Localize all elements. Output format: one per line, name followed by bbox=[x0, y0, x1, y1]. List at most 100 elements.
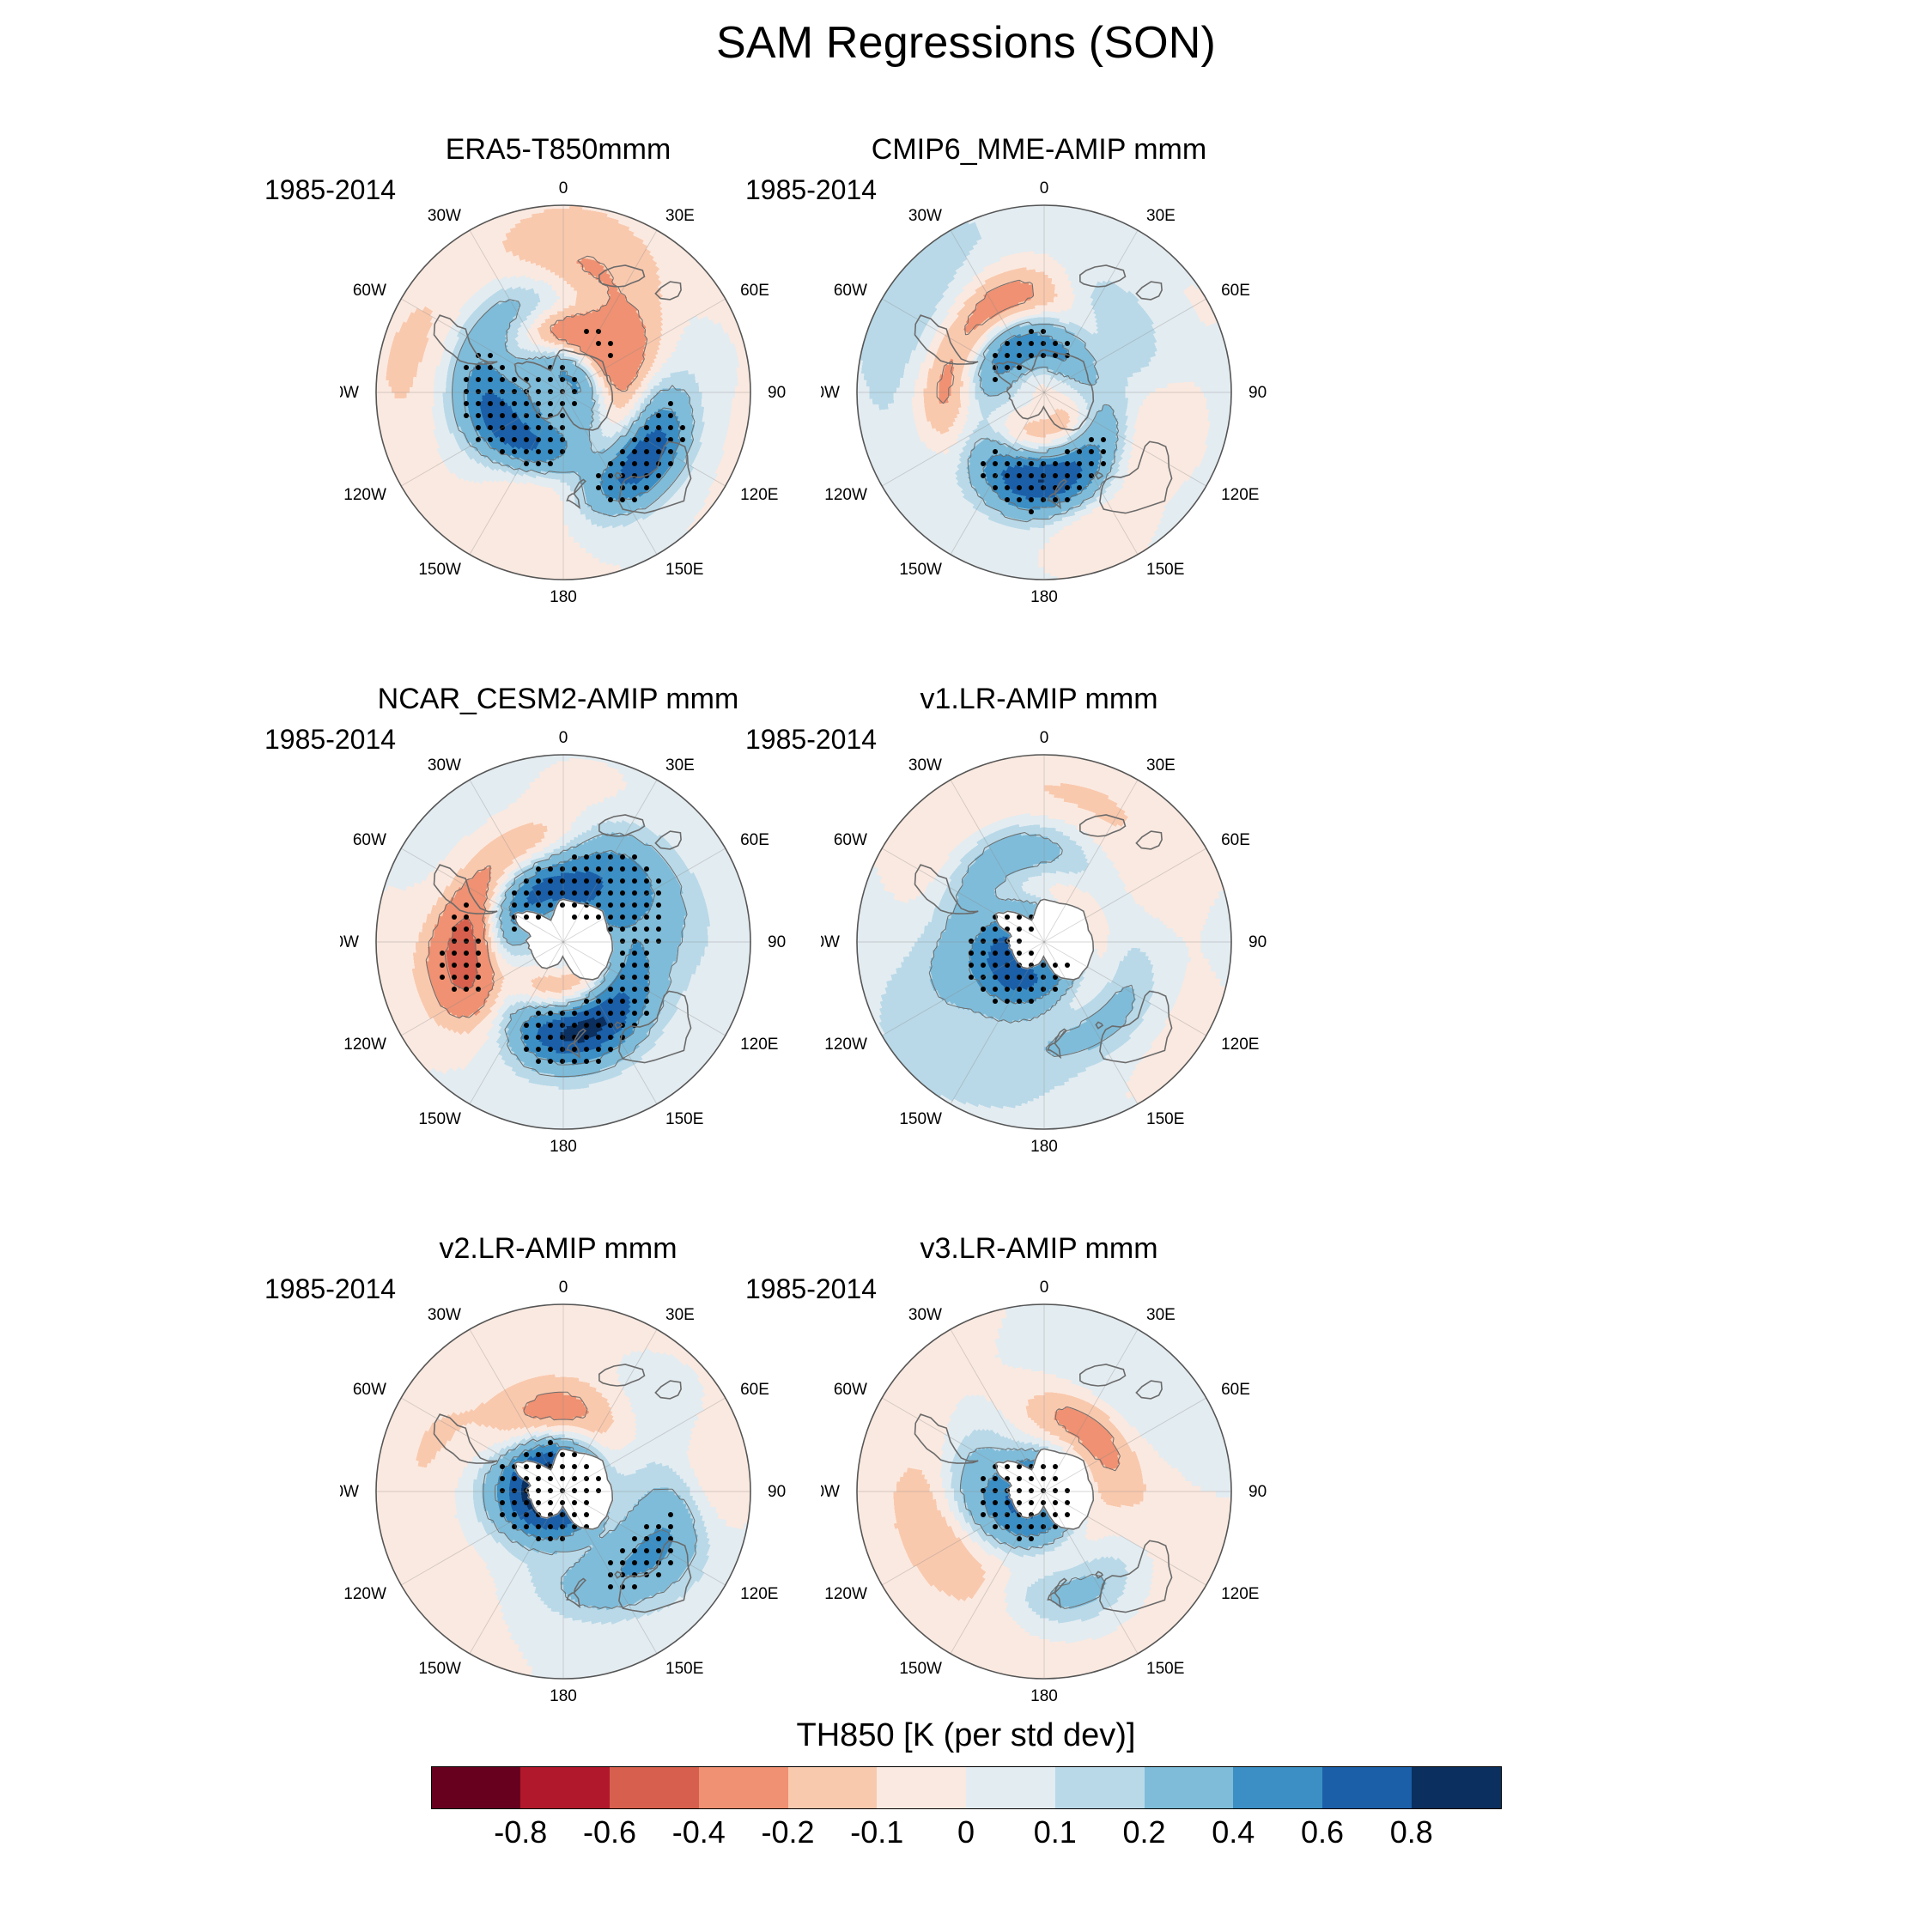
longitude-label: 60E bbox=[1221, 282, 1250, 300]
colorbar-segment bbox=[966, 1767, 1055, 1808]
longitude-label: 150E bbox=[1146, 1660, 1184, 1678]
longitude-label: 150E bbox=[665, 1110, 703, 1128]
longitude-label: 90E bbox=[1249, 384, 1267, 402]
longitude-label: 30E bbox=[665, 756, 695, 775]
longitude-label: 150E bbox=[665, 561, 703, 579]
colorbar-section: TH850 [K (per std dev)] -0.8 -0.6 -0.4 -0.2… bbox=[0, 1717, 1932, 1854]
longitude-label: 30E bbox=[1146, 1306, 1176, 1324]
longitude-label: 180 bbox=[1030, 1687, 1058, 1705]
longitude-label: 60W bbox=[353, 282, 386, 300]
colorbar-label: TH850 [K (per std dev)] bbox=[0, 1717, 1932, 1754]
longitude-label: 60W bbox=[834, 282, 867, 300]
colorbar-tick-label: 0.6 bbox=[1301, 1814, 1344, 1850]
polar-map: 030E60E90E120E150E180150W120W90W60W30W bbox=[821, 719, 1267, 1165]
colorbar-segment bbox=[699, 1767, 788, 1808]
longitude-label: 180 bbox=[550, 588, 577, 606]
longitude-label: 150E bbox=[1146, 561, 1184, 579]
colorbar-segment bbox=[1412, 1767, 1501, 1808]
colorbar-ticks: -0.8 -0.6 -0.4 -0.2 -0.1 0 0.1 0.2 0.4 0.6 0.8 bbox=[432, 1809, 1501, 1854]
colorbar-tick-label: 0.1 bbox=[1034, 1814, 1077, 1850]
panel-v1-lr: v1.LR-AMIP mmm 1985-2014 030E60E90E120E1… bbox=[738, 683, 1340, 1215]
colorbar-tick-label: 0 bbox=[957, 1814, 975, 1850]
colorbar-tick-label: 0.4 bbox=[1212, 1814, 1255, 1850]
longitude-label: 180 bbox=[1030, 588, 1058, 606]
longitude-label: 150W bbox=[418, 1110, 461, 1128]
colorbar-tick-label: -0.4 bbox=[672, 1814, 726, 1850]
longitude-label: 90E bbox=[1249, 1483, 1267, 1501]
colorbar-tick-label: 0.8 bbox=[1390, 1814, 1433, 1850]
longitude-label: 30W bbox=[908, 756, 942, 775]
map-disc bbox=[376, 1304, 750, 1679]
longitude-label: 0 bbox=[1040, 1279, 1049, 1297]
longitude-label: 120E bbox=[1221, 1036, 1259, 1054]
longitude-label: 180 bbox=[1030, 1138, 1058, 1156]
longitude-label: 90E bbox=[1249, 933, 1267, 951]
longitude-label: 30E bbox=[665, 207, 695, 225]
longitude-label: 120W bbox=[343, 1036, 386, 1054]
colorbar-tick-label: -0.2 bbox=[761, 1814, 814, 1850]
longitude-label: 30E bbox=[1146, 207, 1176, 225]
colorbar-tick-label: -0.8 bbox=[494, 1814, 547, 1850]
longitude-label: 30W bbox=[908, 207, 942, 225]
longitude-label: 60E bbox=[1221, 831, 1250, 849]
colorbar-segment bbox=[520, 1767, 610, 1808]
longitude-label: 60W bbox=[353, 831, 386, 849]
longitude-label: 0 bbox=[559, 729, 568, 747]
map-disc bbox=[857, 755, 1231, 1129]
colorbar-segment bbox=[877, 1767, 966, 1808]
longitude-label: 30W bbox=[428, 1306, 461, 1324]
colorbar-segment bbox=[1145, 1767, 1234, 1808]
longitude-label: 150E bbox=[1146, 1110, 1184, 1128]
longitude-label: 180 bbox=[550, 1687, 577, 1705]
polar-map: 030E60E90E120E150E180150W120W90W60W30W bbox=[340, 169, 787, 616]
panel-title: v1.LR-AMIP mmm bbox=[738, 683, 1340, 716]
longitude-label: 30W bbox=[908, 1306, 942, 1324]
colorbar-segment bbox=[1055, 1767, 1145, 1808]
longitude-label: 120W bbox=[343, 1585, 386, 1603]
colorbar-segment bbox=[610, 1767, 699, 1808]
longitude-label: 150W bbox=[899, 1110, 942, 1128]
longitude-label: 60W bbox=[834, 1381, 867, 1399]
longitude-label: 60W bbox=[353, 1381, 386, 1399]
polar-map: 030E60E90E120E150E180150W120W90W60W30W bbox=[821, 169, 1267, 616]
longitude-label: 120E bbox=[1221, 1585, 1259, 1603]
colorbar-segment bbox=[1322, 1767, 1412, 1808]
longitude-label: 120W bbox=[824, 1036, 867, 1054]
panel-cmip6-mme: CMIP6_MME-AMIP mmm 1985-2014 030E60E90E1… bbox=[738, 133, 1340, 665]
longitude-label: 30E bbox=[665, 1306, 695, 1324]
longitude-label: 150W bbox=[899, 561, 942, 579]
longitude-label: 90W bbox=[340, 384, 359, 402]
map-disc bbox=[857, 205, 1231, 580]
longitude-label: 60E bbox=[1221, 1381, 1250, 1399]
polar-map: 030E60E90E120E150E180150W120W90W60W30W bbox=[340, 719, 787, 1165]
longitude-label: 150W bbox=[418, 561, 461, 579]
panel-v3-lr: v3.LR-AMIP mmm 1985-2014 030E60E90E120E1… bbox=[738, 1232, 1340, 1765]
longitude-label: 0 bbox=[1040, 729, 1049, 747]
longitude-label: 180 bbox=[550, 1138, 577, 1156]
longitude-label: 30W bbox=[428, 207, 461, 225]
longitude-label: 30W bbox=[428, 756, 461, 775]
panel-title: CMIP6_MME-AMIP mmm bbox=[738, 133, 1340, 167]
longitude-label: 120W bbox=[824, 1585, 867, 1603]
colorbar-tick-label: -0.1 bbox=[850, 1814, 903, 1850]
colorbar bbox=[431, 1766, 1502, 1809]
map-disc bbox=[857, 1304, 1231, 1679]
longitude-label: 90W bbox=[821, 1483, 840, 1501]
longitude-label: 90W bbox=[340, 1483, 359, 1501]
polar-map: 0 30E 60E 90E 120E 150E 180 150W 120W 90W 60W 30W bbox=[821, 1268, 1267, 1715]
panel-title: v3.LR-AMIP mmm bbox=[738, 1232, 1340, 1266]
colorbar-segment bbox=[432, 1767, 521, 1808]
figure-title: SAM Regressions (SON) bbox=[0, 17, 1932, 69]
longitude-label: 150W bbox=[899, 1660, 942, 1678]
longitude-label: 150E bbox=[665, 1660, 703, 1678]
colorbar-tick-label: 0.2 bbox=[1122, 1814, 1165, 1850]
longitude-label: 60W bbox=[834, 831, 867, 849]
longitude-label: 0 bbox=[1040, 179, 1049, 197]
longitude-label: 120E bbox=[1221, 486, 1259, 504]
longitude-label: 0 bbox=[559, 1279, 568, 1297]
longitude-label: 90W bbox=[821, 384, 840, 402]
longitude-label: 30E bbox=[1146, 756, 1176, 775]
longitude-label: 150W bbox=[418, 1660, 461, 1678]
map-disc bbox=[376, 755, 750, 1129]
